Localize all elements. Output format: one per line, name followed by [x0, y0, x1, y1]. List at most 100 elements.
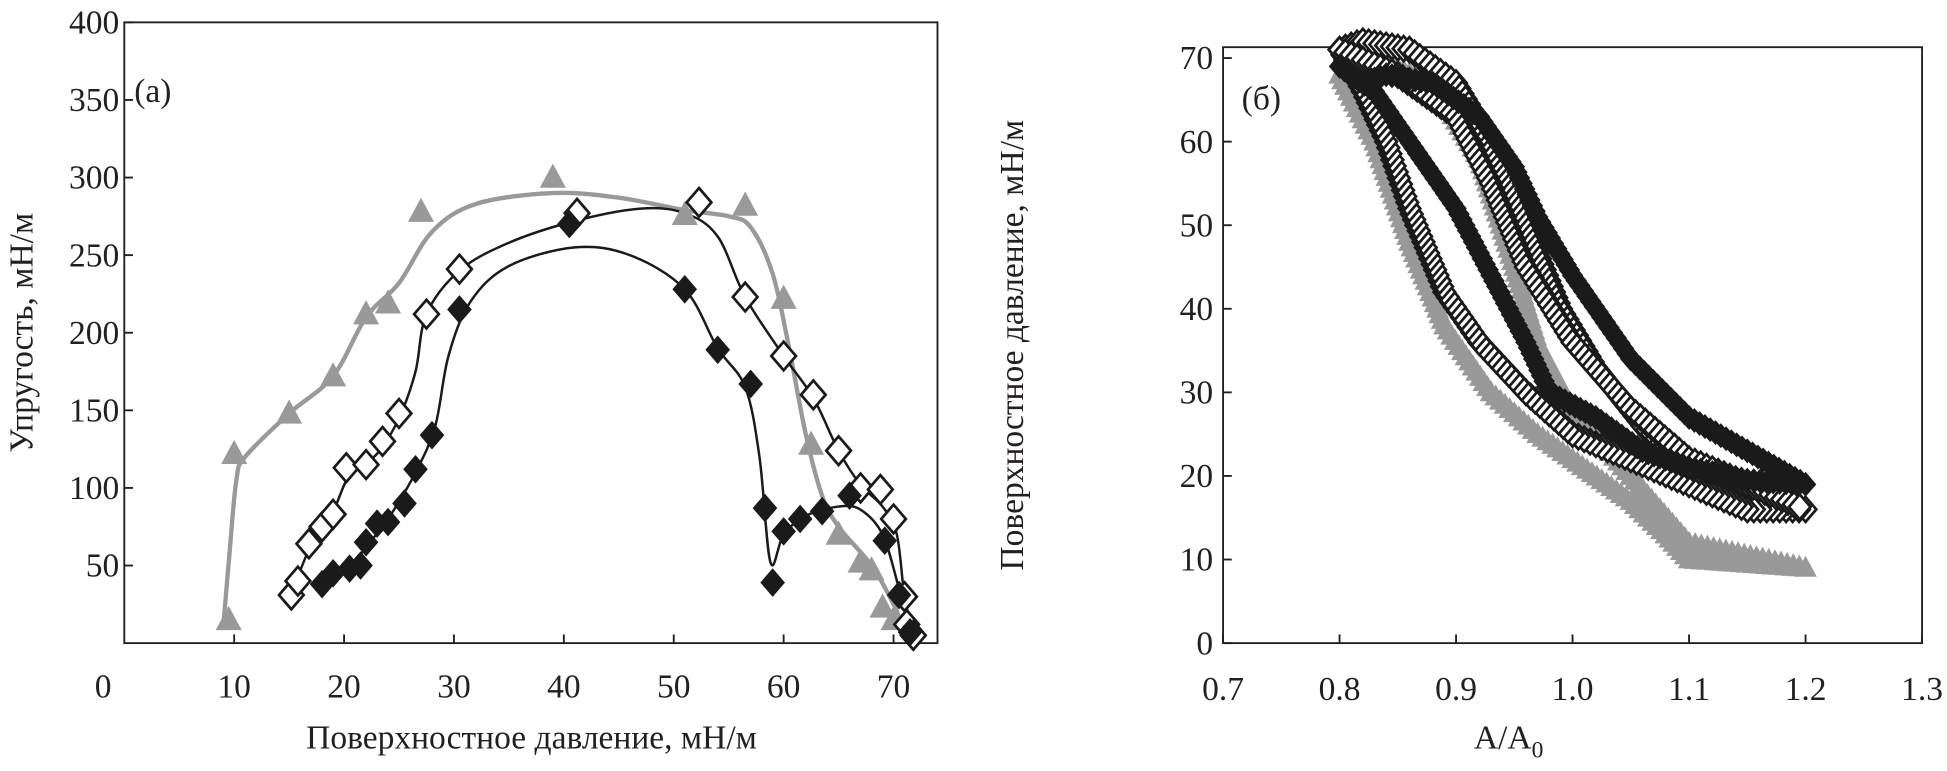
filled-diamond-marker	[809, 496, 835, 526]
open-diamond-marker	[368, 424, 397, 458]
x-tick-label: 1.3	[1901, 671, 1943, 708]
filled-diamond-marker	[872, 526, 898, 555]
open-diamond-marker	[769, 339, 798, 373]
filled-diamond-marker	[1788, 471, 1810, 497]
y-tick-label: 250	[69, 237, 119, 274]
gray-triangles-fit-line	[221, 190, 907, 632]
y-tick-label: 60	[1180, 124, 1214, 161]
open-diamond-marker	[866, 473, 895, 506]
y-tick-label: 10	[1180, 542, 1214, 579]
triangle-marker	[671, 200, 698, 226]
filled-diamond-marker	[557, 209, 582, 239]
open-diamond-marker	[294, 527, 324, 561]
triangle-marker	[353, 300, 380, 325]
y-tick-label: 100	[69, 470, 119, 507]
filled-diamond-marker	[403, 455, 428, 484]
panel-a-label: (a)	[134, 73, 171, 110]
filled-diamond-marker	[760, 568, 785, 597]
triangle-marker	[215, 605, 242, 631]
filled-diamonds-series	[1328, 53, 1817, 497]
y-tick-label: 40	[1180, 291, 1214, 328]
filled-diamond-marker	[886, 580, 912, 610]
panel-a-y-axis-title: Упругость, мН/м	[3, 213, 40, 453]
filled-diamond-marker	[348, 551, 373, 580]
filled-diamond-marker	[337, 554, 362, 583]
panel-a-plot-frame	[123, 21, 939, 645]
x-tick-label: 10	[217, 669, 251, 706]
filled-diamond-marker	[392, 489, 417, 518]
y-tick-label: 200	[69, 315, 119, 352]
filled-diamond-marker	[837, 481, 862, 510]
x-tick-label: 0.8	[1319, 671, 1361, 708]
triangle-marker	[798, 430, 825, 455]
x-tick-label: 60	[767, 669, 801, 706]
y-tick-label: 350	[69, 82, 119, 119]
y-tick-label: 150	[69, 393, 119, 430]
y-tick-label: 400	[69, 5, 119, 42]
x-tick-label: 70	[877, 669, 911, 706]
open-diamond-marker	[799, 378, 828, 412]
triangle-marker	[858, 556, 885, 581]
panel-b-chart: 0.7 0.8 0.9 1.0 1.1 1.2 1.3 0 10 20 30 40 50 60 70 (б)…	[994, 26, 1943, 764]
open-diamond-marker	[351, 448, 381, 482]
x-tick-label: 1.1	[1668, 671, 1710, 708]
triangle-marker	[374, 289, 402, 314]
triangle-marker	[869, 593, 896, 618]
filled-diamonds-series	[309, 209, 923, 647]
open-diamond-marker	[684, 185, 714, 219]
filled-diamond-marker	[787, 504, 813, 534]
triangle-marker	[221, 439, 248, 465]
filled-diamond-marker	[309, 569, 335, 599]
y-tick-label: 70	[1180, 40, 1214, 77]
filled-diamond-marker	[752, 493, 778, 523]
y-tick-label: 50	[1180, 207, 1214, 244]
filled-diamond-marker	[738, 369, 763, 399]
triangle-marker	[539, 163, 566, 188]
filled-diamond-marker	[375, 507, 401, 537]
triangle-marker	[276, 399, 303, 424]
open-diamonds-fit-line	[290, 206, 915, 636]
y-tick-label: 20	[1180, 458, 1214, 495]
filled-diamond-marker	[447, 295, 472, 324]
open-diamond-marker	[879, 502, 908, 536]
x-tick-label: 1.0	[1552, 671, 1594, 708]
x-tick-label: 0	[95, 669, 112, 706]
x-tick-label: 50	[657, 669, 691, 706]
triangle-marker	[407, 197, 435, 222]
filled-diamond-marker	[419, 420, 445, 450]
panel-b-x-axis-title: A/A0	[1474, 720, 1544, 764]
x-axis-title-subscript: 0	[1532, 737, 1544, 763]
filled-diamond-marker	[353, 527, 379, 557]
open-diamonds-series	[277, 185, 928, 652]
triangle-marker	[770, 284, 797, 309]
filled-diamond-marker	[320, 558, 346, 588]
open-diamond-marker	[731, 280, 760, 314]
filled-diamond-marker	[705, 335, 731, 365]
panel-a-x-axis-title: Поверхностное давление, мН/м	[306, 720, 757, 757]
open-diamond-marker	[824, 434, 853, 468]
filled-diamond-marker	[771, 517, 796, 546]
open-diamond-marker	[1787, 492, 1813, 522]
x-tick-label: 20	[327, 669, 361, 706]
panel-b-y-axis-title: Поверхностное давление, мН/м	[994, 120, 1031, 571]
y-tick-label: 50	[86, 548, 120, 585]
panel-b-label: (б)	[1242, 80, 1281, 117]
x-tick-label: 1.2	[1785, 671, 1827, 708]
triangle-marker	[732, 191, 759, 216]
filled-diamonds-fit-line	[321, 245, 912, 633]
open-diamond-marker	[318, 497, 348, 531]
triangle-marker	[825, 520, 852, 545]
triangle-marker	[320, 362, 347, 387]
x-tick-label: 30	[437, 669, 471, 706]
x-axis-title-main: A/A	[1474, 720, 1532, 757]
open-diamond-marker	[283, 564, 313, 598]
filled-diamond-marker	[672, 274, 698, 304]
y-tick-label: 30	[1180, 375, 1214, 412]
x-tick-label: 0.7	[1202, 671, 1244, 708]
y-tick-label: 300	[69, 160, 119, 197]
filled-diamond-marker	[897, 617, 923, 647]
open-diamond-marker	[412, 297, 441, 331]
open-diamond-marker	[384, 397, 414, 430]
y-tick-label: 0	[1196, 625, 1213, 662]
